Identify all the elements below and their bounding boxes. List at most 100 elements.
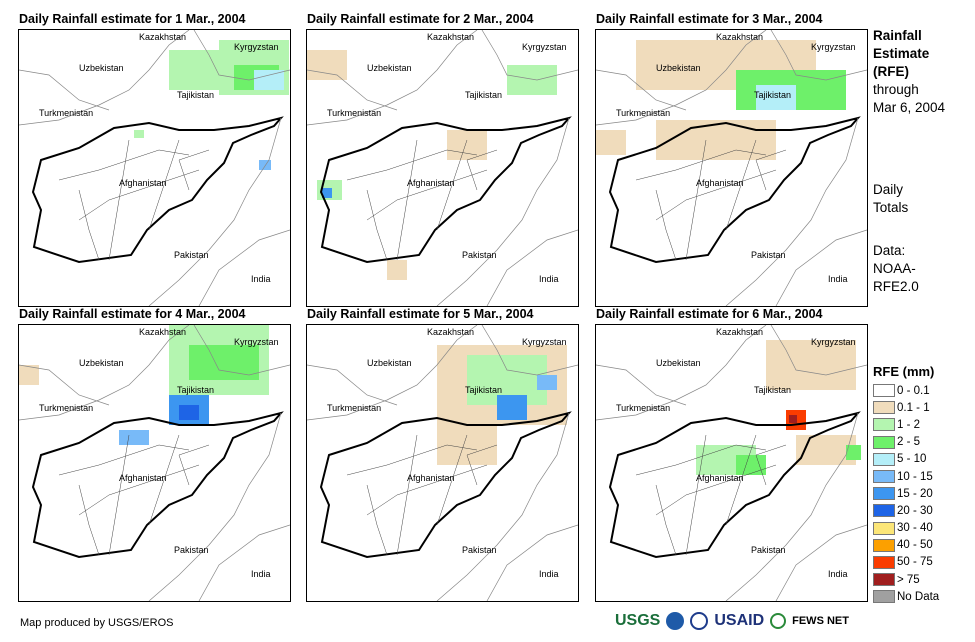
side-date: Mar 6, 2004: [873, 100, 946, 115]
map-svg: [596, 325, 867, 601]
side-totals: Totals: [873, 200, 909, 215]
legend-swatch: [873, 504, 895, 518]
country-label-tajikistan: Tajikistan: [177, 385, 215, 395]
country-label-afghanistan: Afghanistan: [407, 473, 455, 483]
legend-item: 50 - 75: [873, 554, 939, 571]
rainfall-area: [507, 65, 557, 95]
rainfall-area: [322, 188, 332, 198]
country-label-kazakhstan: Kazakhstan: [427, 32, 475, 42]
rainfall-area: [596, 130, 626, 155]
panel-title: Daily Rainfall estimate for 2 Mar., 2004: [307, 12, 534, 26]
legend-item: 0 - 0.1: [873, 382, 939, 399]
fews-globe-icon: [770, 613, 787, 629]
panel-title: Daily Rainfall estimate for 6 Mar., 2004: [596, 307, 823, 321]
legend-label: 15 - 20: [897, 487, 933, 500]
rainfall-area: [189, 345, 259, 380]
legend-label: 10 - 15: [897, 470, 933, 483]
country-label-tajikistan: Tajikistan: [754, 90, 792, 100]
country-label-turkmenistan: Turkmenistan: [616, 403, 671, 413]
fews-logo: FEWS NET: [792, 615, 849, 627]
rainfall-area: [307, 50, 347, 80]
legend-label: 1 - 2: [897, 418, 921, 431]
country-label-turkmenistan: Turkmenistan: [327, 108, 382, 118]
country-label-kazakhstan: Kazakhstan: [716, 327, 764, 337]
rainfall-area: [756, 85, 796, 110]
legend-label: 40 - 50: [897, 539, 933, 552]
legend-item: 30 - 40: [873, 520, 939, 537]
rainfall-map-panel: Kazakhstan Kyrgyzstan Uzbekistan Tajikistan…: [595, 324, 868, 602]
country-label-kyrgyzstan: Kyrgyzstan: [234, 42, 279, 52]
legend-title: RFE (mm): [873, 364, 935, 379]
noaa-logo-icon: [666, 612, 685, 630]
country-label-kazakhstan: Kazakhstan: [139, 32, 187, 42]
country-label-uzbekistan: Uzbekistan: [656, 63, 701, 73]
legend-label: 0 - 0.1: [897, 384, 930, 397]
country-label-kyrgyzstan: Kyrgyzstan: [522, 42, 567, 52]
country-label-kazakhstan: Kazakhstan: [716, 32, 764, 42]
country-label-afghanistan: Afghanistan: [696, 178, 744, 188]
map-svg: [19, 325, 290, 601]
legend-label: 0.1 - 1: [897, 401, 930, 414]
country-label-pakistan: Pakistan: [174, 545, 209, 555]
legend-item: 40 - 50: [873, 537, 939, 554]
legend-swatch: [873, 573, 895, 587]
country-label-afghanistan: Afghanistan: [119, 178, 167, 188]
side-data: Data:: [873, 243, 906, 258]
country-label-kazakhstan: Kazakhstan: [427, 327, 475, 337]
legend-swatch: [873, 401, 895, 415]
side-title-1: Rainfall: [873, 28, 922, 43]
map-svg: [596, 30, 867, 306]
side-title-3: (RFE): [873, 64, 909, 79]
country-label-tajikistan: Tajikistan: [465, 90, 503, 100]
panel-title: Daily Rainfall estimate for 3 Mar., 2004: [596, 12, 823, 26]
legend-item: 2 - 5: [873, 434, 939, 451]
rainfall-area: [119, 430, 149, 445]
logos: USGS USAID FEWS NET: [615, 612, 849, 630]
legend-item: 5 - 10: [873, 451, 939, 468]
country-label-turkmenistan: Turkmenistan: [39, 403, 94, 413]
country-label-pakistan: Pakistan: [174, 250, 209, 260]
legend-item: 20 - 30: [873, 502, 939, 519]
side-daily: Daily: [873, 182, 904, 197]
country-label-afghanistan: Afghanistan: [119, 473, 167, 483]
legend-label: 2 - 5: [897, 436, 921, 449]
legend: RFE (mm) 0 - 0.1 0.1 - 1 1 - 2 2 - 5 5 - 10 1…: [873, 364, 939, 605]
country-label-kyrgyzstan: Kyrgyzstan: [811, 337, 856, 347]
country-label-india: India: [251, 569, 271, 579]
country-label-uzbekistan: Uzbekistan: [367, 63, 412, 73]
map-svg: [307, 30, 578, 306]
legend-swatch: [873, 452, 895, 466]
panel-title: Daily Rainfall estimate for 1 Mar., 2004: [19, 12, 246, 26]
rainfall-area: [259, 160, 271, 170]
rainfall-area: [437, 425, 497, 465]
country-label-kyrgyzstan: Kyrgyzstan: [522, 337, 567, 347]
legend-swatch: [873, 435, 895, 449]
legend-swatch: [873, 521, 895, 535]
country-label-uzbekistan: Uzbekistan: [656, 358, 701, 368]
country-label-turkmenistan: Turkmenistan: [327, 403, 382, 413]
country-label-india: India: [828, 569, 848, 579]
country-label-afghanistan: Afghanistan: [407, 178, 455, 188]
legend-label: No Data: [897, 590, 940, 603]
rainfall-map-panel: Kazakhstan Kyrgyzstan Uzbekistan Tajikistan…: [18, 324, 291, 602]
legend-item: 1 - 2: [873, 416, 939, 433]
rainfall-area: [254, 70, 284, 90]
rainfall-map-panel: Kazakhstan Kyrgyzstan Uzbekistan Tajikistan…: [595, 29, 868, 307]
side-through: through: [873, 82, 919, 97]
legend-swatch: [873, 418, 895, 432]
legend-label: 20 - 30: [897, 504, 933, 517]
side-rfe: RFE2.0: [873, 279, 919, 294]
country-label-pakistan: Pakistan: [751, 250, 786, 260]
country-label-kyrgyzstan: Kyrgyzstan: [234, 337, 279, 347]
usaid-logo: USAID: [714, 612, 765, 629]
country-label-pakistan: Pakistan: [462, 250, 497, 260]
map-svg: [307, 325, 578, 601]
country-label-india: India: [251, 274, 271, 284]
country-label-tajikistan: Tajikistan: [177, 90, 215, 100]
rainfall-area: [537, 375, 557, 390]
panel-title: Daily Rainfall estimate for 4 Mar., 2004: [19, 307, 246, 321]
rainfall-area: [736, 455, 766, 475]
rainfall-area: [497, 395, 527, 420]
legend-item: 0.1 - 1: [873, 399, 939, 416]
legend-swatch: [873, 590, 895, 604]
